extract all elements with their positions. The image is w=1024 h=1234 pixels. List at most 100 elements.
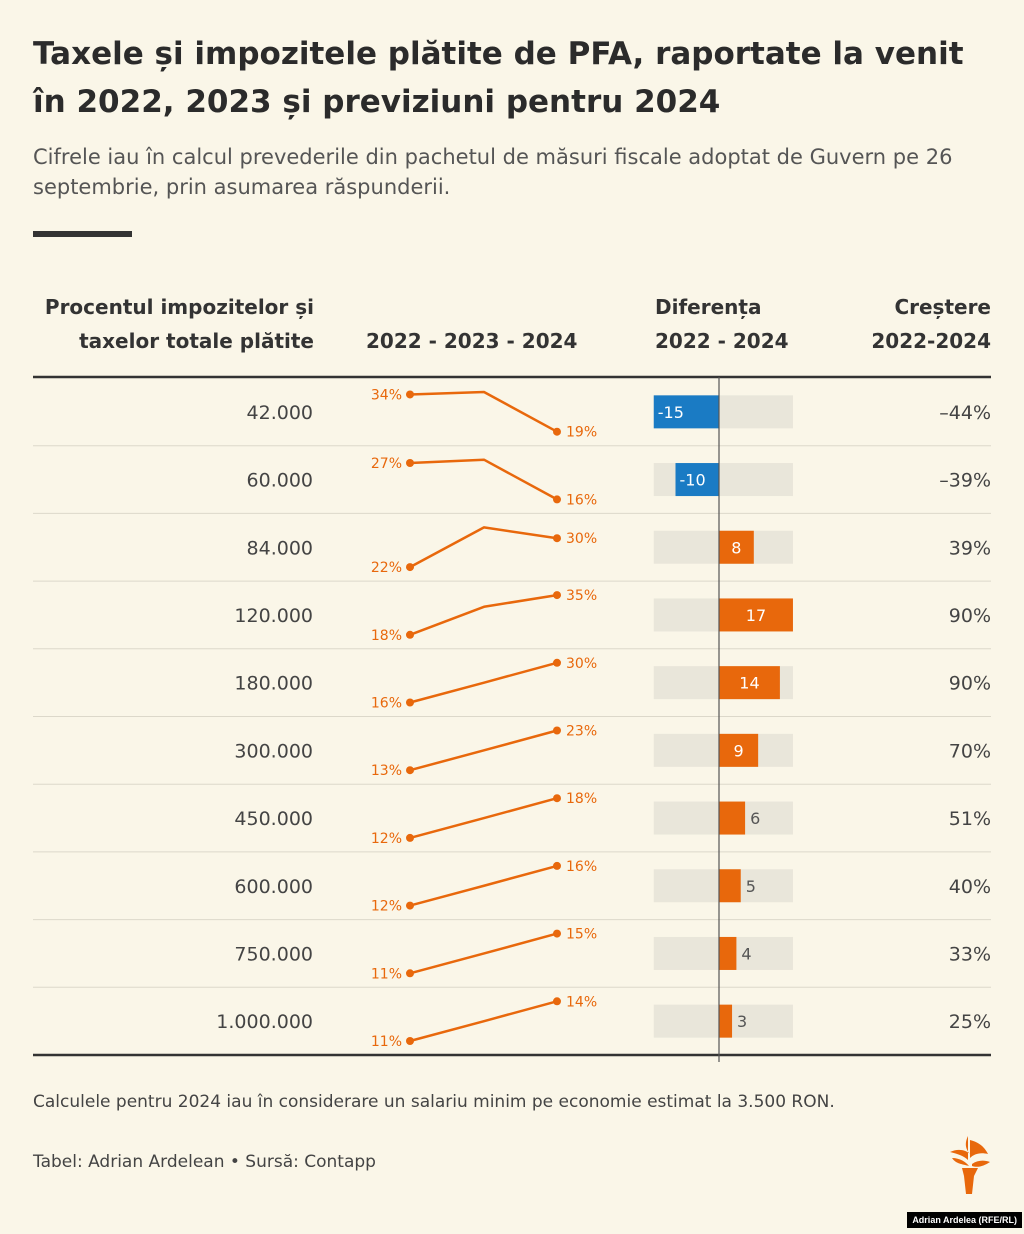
trend-line xyxy=(409,864,558,907)
label-2024: 30% xyxy=(566,656,597,672)
diff-bar xyxy=(719,869,741,903)
point-2024 xyxy=(553,997,561,1006)
label-2024: 16% xyxy=(566,859,597,875)
income-label: 450.000 xyxy=(234,808,313,830)
growth-label: 90% xyxy=(949,605,991,627)
label-2024: 19% xyxy=(566,425,597,441)
income-label: 750.000 xyxy=(234,943,313,965)
growth-label: –39% xyxy=(939,470,991,492)
diff-label: 6 xyxy=(750,809,760,828)
point-2024 xyxy=(553,591,561,600)
chart-title: Taxele și impozitele plătite de PFA, rap… xyxy=(33,36,964,120)
credit: Tabel: Adrian Ardelean • Sursă: Contapp xyxy=(33,1152,376,1172)
point-2022 xyxy=(406,630,414,639)
header-income: Procentul impozitelor și taxelor totale … xyxy=(45,290,314,358)
income-label: 60.000 xyxy=(247,470,313,492)
label-2022: 22% xyxy=(371,560,402,576)
diff-label: -15 xyxy=(658,403,684,422)
diff-label: 17 xyxy=(746,606,766,625)
header-growth-line2: 2022-2024 xyxy=(871,329,991,353)
diff-bar xyxy=(719,733,759,767)
label-2024: 23% xyxy=(566,724,597,740)
label-2024: 15% xyxy=(566,927,597,943)
growth-label: 33% xyxy=(949,943,991,965)
trend-line xyxy=(409,593,558,636)
label-2024: 16% xyxy=(566,492,597,508)
label-2022: 11% xyxy=(371,966,402,982)
diff-bar xyxy=(719,666,780,700)
diff-bar xyxy=(675,463,719,497)
income-label: 300.000 xyxy=(234,740,313,762)
trend-line xyxy=(409,932,558,975)
diff-bar xyxy=(653,395,719,429)
point-2022 xyxy=(406,1037,414,1045)
photo-credit-badge: Adrian Ardelea (RFE/RL) xyxy=(907,1212,1022,1228)
header-growth: Creștere 2022-2024 xyxy=(871,290,991,358)
header-years: 2022 - 2023 - 2024 xyxy=(366,329,578,353)
point-2022 xyxy=(406,459,414,468)
label-2022: 11% xyxy=(371,1034,402,1050)
label-2024: 35% xyxy=(566,588,597,604)
diff-label: 9 xyxy=(733,741,743,760)
header-diff-line2: 2022 - 2024 xyxy=(655,329,789,353)
diff-bar xyxy=(719,801,746,835)
trend-line xyxy=(409,390,558,433)
trend-line xyxy=(409,526,558,569)
point-2022 xyxy=(406,698,414,707)
label-2022: 13% xyxy=(371,763,402,779)
diff-bar xyxy=(719,598,793,632)
point-2024 xyxy=(553,427,561,436)
point-2022 xyxy=(406,901,414,910)
trend-line xyxy=(409,1000,558,1043)
label-2022: 27% xyxy=(371,456,402,472)
point-2024 xyxy=(553,861,561,870)
chart-subtitle: Cifrele iau în calcul prevederile din pa… xyxy=(33,145,953,199)
diff-bar xyxy=(719,936,737,970)
diff-label: 14 xyxy=(739,674,759,693)
income-label: 1.000.000 xyxy=(216,1011,313,1033)
label-2022: 18% xyxy=(371,628,402,644)
header-income-line2: taxelor totale plătite xyxy=(79,329,314,353)
income-label: 84.000 xyxy=(247,537,313,559)
footnote: Calculele pentru 2024 iau în considerare… xyxy=(33,1092,835,1112)
growth-label: 25% xyxy=(949,1011,991,1033)
trend-line xyxy=(409,661,558,704)
diff-bar xyxy=(719,1004,733,1038)
point-2024 xyxy=(553,929,561,938)
income-label: 180.000 xyxy=(234,673,313,695)
trend-line xyxy=(409,729,558,772)
label-2022: 12% xyxy=(371,831,402,847)
income-label: 120.000 xyxy=(234,605,313,627)
title-rule xyxy=(33,231,132,237)
label-2024: 18% xyxy=(566,791,597,807)
diff-label: 3 xyxy=(737,1012,747,1031)
bar-track xyxy=(653,463,793,497)
growth-label: 39% xyxy=(949,537,991,559)
label-2022: 34% xyxy=(371,387,402,403)
trend-line xyxy=(409,458,558,501)
label-2024: 14% xyxy=(566,994,597,1010)
header-income-line1: Procentul impozitelor și xyxy=(44,295,314,319)
header-diff: Diferența 2022 - 2024 xyxy=(655,290,789,358)
point-2024 xyxy=(553,658,561,667)
diff-bar xyxy=(719,530,754,564)
rferl-torch-logo-icon xyxy=(950,1136,990,1194)
point-2024 xyxy=(553,495,561,504)
diff-label: 4 xyxy=(741,944,751,963)
growth-label: –44% xyxy=(939,402,991,424)
point-2022 xyxy=(406,563,414,572)
diff-label: -10 xyxy=(680,471,706,490)
point-2022 xyxy=(406,969,414,978)
header-growth-line1: Creștere xyxy=(894,295,991,319)
growth-label: 70% xyxy=(949,740,991,762)
diff-label: 8 xyxy=(731,538,741,557)
point-2022 xyxy=(406,390,414,399)
point-2022 xyxy=(406,833,414,842)
diff-label: 5 xyxy=(746,877,756,896)
growth-label: 51% xyxy=(949,808,991,830)
growth-label: 90% xyxy=(949,673,991,695)
point-2022 xyxy=(406,766,414,775)
trend-line xyxy=(409,796,558,840)
label-2024: 30% xyxy=(566,531,597,547)
